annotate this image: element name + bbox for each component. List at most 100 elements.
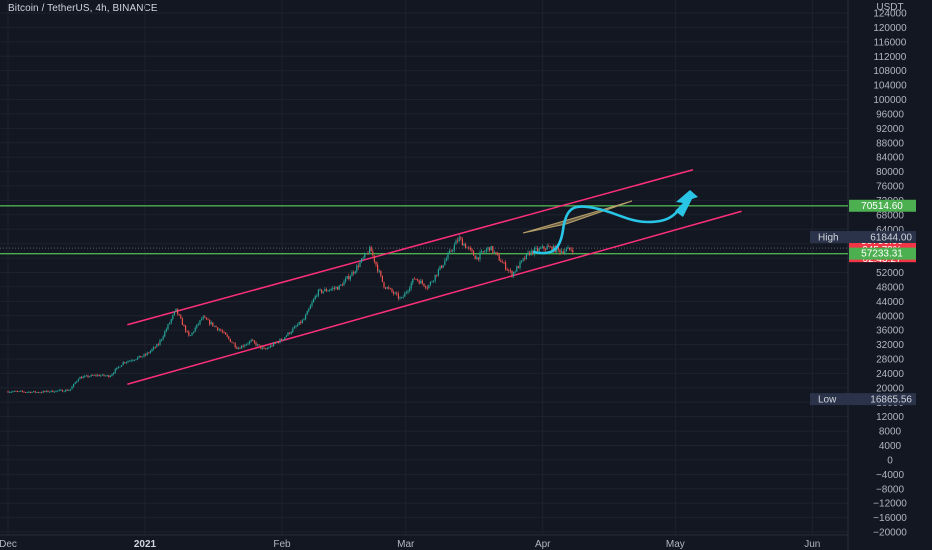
y-tick-label: 88000	[876, 138, 904, 149]
candle-body	[167, 324, 169, 330]
candle-body	[404, 292, 406, 297]
candle-body	[65, 389, 67, 392]
candle-body	[437, 269, 439, 276]
candle-body	[556, 247, 558, 253]
candle-body	[569, 247, 571, 250]
candle-body	[324, 289, 326, 292]
candle-body	[261, 347, 263, 349]
candle-body	[317, 289, 319, 296]
candle-body	[564, 251, 566, 254]
candle-body	[497, 252, 499, 255]
candle-body	[293, 326, 295, 329]
candle-body	[253, 340, 255, 343]
candle-body	[204, 316, 206, 318]
candle-body	[258, 344, 260, 346]
candle-body	[517, 266, 519, 269]
candle-body	[530, 250, 532, 255]
candle-body	[25, 392, 27, 393]
candle-body	[100, 375, 102, 377]
candle-body	[372, 251, 374, 256]
candle-body	[479, 252, 481, 260]
candle-body	[466, 247, 468, 249]
y-tick-label: −20000	[873, 528, 907, 539]
candle-body	[428, 285, 430, 289]
candle-body	[489, 247, 491, 251]
candle-body	[183, 325, 185, 326]
candle-body	[41, 392, 43, 394]
candle-body	[471, 249, 473, 252]
candle-body	[460, 237, 462, 239]
candle-body	[58, 389, 60, 391]
candle-body	[413, 278, 415, 280]
candle-body	[255, 342, 257, 346]
candle-body	[33, 391, 35, 393]
candle-body	[247, 343, 249, 345]
candle-body	[301, 319, 303, 324]
candle-body	[76, 381, 78, 383]
candle-body	[548, 246, 550, 247]
candle-body	[180, 315, 182, 319]
candle-body	[239, 348, 241, 349]
candle-body	[316, 295, 318, 297]
candle-body	[173, 311, 175, 316]
candle-body	[68, 390, 70, 392]
candle-body	[164, 331, 166, 337]
candle-body	[31, 391, 33, 393]
candle-body	[226, 334, 228, 337]
candle-body	[143, 354, 145, 357]
candle-body	[281, 339, 283, 340]
candle-body	[61, 389, 63, 392]
candle-body	[375, 261, 377, 265]
candle-body	[389, 288, 391, 290]
candle-body	[393, 291, 395, 294]
candle-body	[410, 283, 412, 289]
candle-body	[34, 391, 36, 393]
candle-body	[21, 390, 23, 392]
projection-path	[532, 199, 688, 255]
y-tick-label: 52000	[876, 268, 904, 279]
y-tick-label: 120000	[873, 23, 907, 34]
candle-body	[305, 314, 307, 320]
candle-body	[356, 265, 358, 272]
x-tick-label: Apr	[535, 539, 551, 550]
candle-body	[260, 345, 262, 349]
candle-body	[66, 389, 68, 391]
candle-body	[129, 360, 131, 362]
y-tick-label: 48000	[876, 282, 904, 293]
candle-body	[412, 278, 414, 284]
candle-body	[444, 260, 446, 266]
candle-body	[453, 244, 455, 251]
candle-body	[178, 314, 180, 316]
y-tick-label: 108000	[873, 66, 907, 77]
candle-body	[295, 326, 297, 327]
candle-body	[468, 247, 470, 249]
candle-body	[189, 335, 191, 337]
y-tick-label: 84000	[876, 153, 904, 164]
candle-body	[498, 254, 500, 261]
candle-body	[194, 327, 196, 332]
candle-body	[391, 288, 393, 292]
candle-body	[135, 359, 137, 361]
candle-body	[567, 247, 569, 249]
candle-body	[313, 299, 315, 303]
candle-body	[308, 308, 310, 312]
candle-body	[82, 376, 84, 379]
candle-body	[565, 248, 567, 252]
candle-body	[85, 375, 87, 377]
candle-body	[237, 348, 239, 349]
candle-body	[380, 270, 382, 276]
candle-body	[314, 296, 316, 300]
candle-body	[538, 248, 540, 252]
candle-body	[9, 392, 11, 393]
candle-body	[252, 339, 254, 341]
y-tick-label: 100000	[873, 95, 907, 106]
y-tick-label: 20000	[876, 383, 904, 394]
candle-body	[463, 244, 465, 246]
candle-body	[319, 289, 321, 291]
candle-body	[396, 292, 398, 294]
y-tick-label: −16000	[873, 513, 907, 524]
candle-body	[93, 374, 95, 376]
candle-body	[249, 341, 251, 344]
candle-body	[476, 257, 478, 260]
